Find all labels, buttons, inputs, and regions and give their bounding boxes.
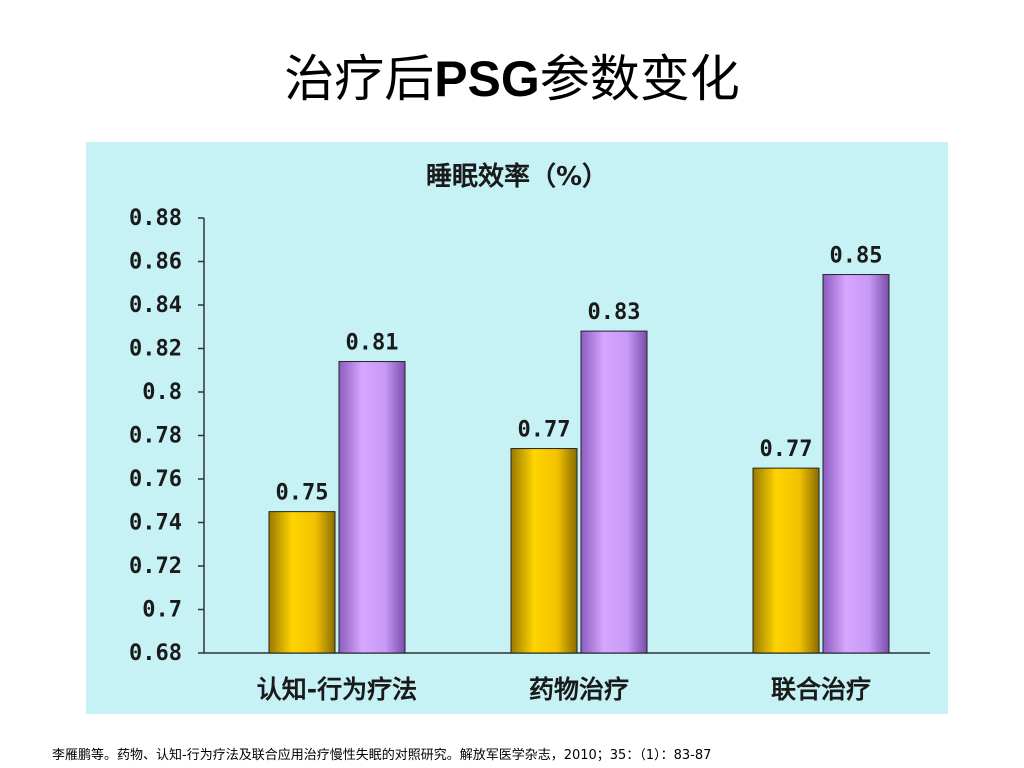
y-tick-label: 0.86 — [129, 250, 182, 275]
y-tick-label: 0.8 — [142, 380, 182, 405]
bar-value-label: 0.83 — [588, 300, 641, 325]
bar-chart: 0.68 0.7 0.72 0.74 0.76 0.78 0.8 0.82 0.84 0.86 0.… — [129, 206, 930, 704]
y-tick-label: 0.72 — [129, 554, 182, 579]
bar — [338, 361, 406, 654]
bar-value-label: 0.81 — [346, 331, 399, 356]
y-tick-label: 0.74 — [129, 511, 182, 536]
bar-value-label: 0.75 — [276, 481, 329, 506]
citation: 李雁鹏等。药物、认知-行为疗法及联合应用治疗慢性失眠的对照研究。解放军医学杂志，… — [52, 748, 712, 763]
y-tick-label: 0.68 — [129, 641, 182, 666]
chart-title: 睡眠效率（%） — [425, 162, 609, 192]
slide-title-cn-suffix: 参数变化 — [539, 50, 740, 108]
bar — [268, 511, 336, 654]
slide-title: 治疗后PSG参数变化 — [0, 52, 1024, 107]
bar — [510, 448, 578, 654]
y-tick-label: 0.76 — [129, 467, 182, 492]
slide-title-latin: PSG — [434, 51, 540, 107]
x-tick-label: 认知-行为疗法 — [257, 675, 417, 704]
bar — [822, 274, 890, 654]
y-tick-label: 0.84 — [129, 293, 182, 318]
slide-title-cn-prefix: 治疗后 — [284, 50, 435, 108]
bar-value-label: 0.77 — [518, 418, 571, 443]
y-tick-label: 0.78 — [129, 424, 182, 449]
x-tick-label: 药物治疗 — [529, 675, 629, 704]
y-tick-label: 0.88 — [129, 206, 182, 231]
y-tick-label: 0.82 — [129, 337, 182, 362]
chart-panel: 睡眠效率（%） 0.68 0.7 0.72 0.74 0.76 0.78 0.8 0.82 0.… — [86, 142, 948, 714]
bar-value-label: 0.85 — [830, 244, 883, 269]
bar-value-label: 0.77 — [760, 437, 813, 462]
x-tick-label: 联合治疗 — [771, 675, 871, 704]
bar — [580, 330, 648, 654]
bar — [752, 467, 820, 654]
y-tick-label: 0.7 — [142, 598, 182, 623]
